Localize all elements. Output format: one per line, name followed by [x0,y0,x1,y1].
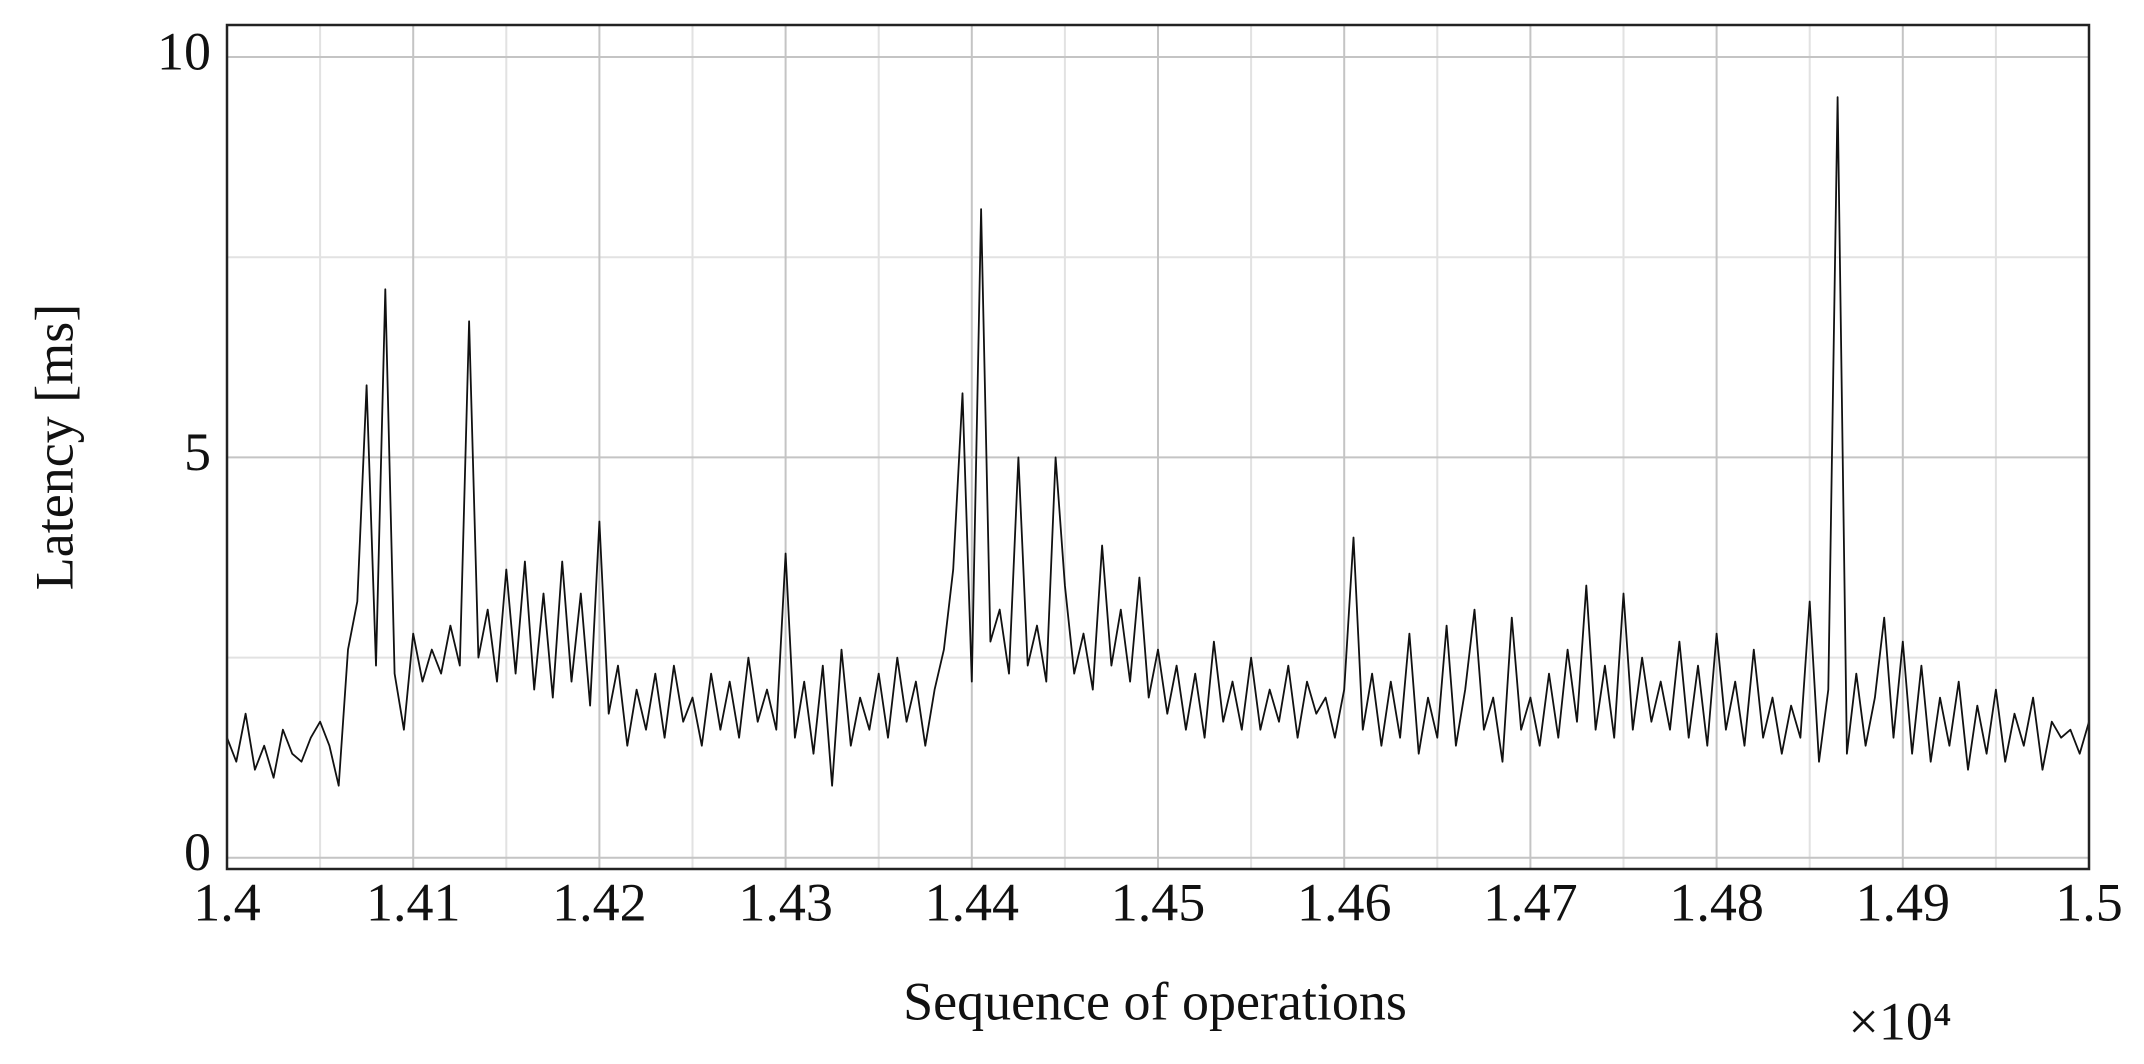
x-tick-label: 1.49 [1856,872,1951,932]
x-tick-label: 1.44 [925,872,1020,932]
x-tick-label: 1.46 [1297,872,1392,932]
x-tick-label: 1.43 [738,872,833,932]
x-tick-label: 1.42 [552,872,647,932]
data-line [226,96,2090,787]
plot-frame [225,23,2091,871]
y-axis-label: Latency [ms] [24,304,84,590]
y-tick-label: 5 [184,422,211,482]
y-tick-label: 0 [184,822,211,882]
x-tick-label: 1.48 [1669,872,1764,932]
x-multiplier: ×10⁴ [1848,991,1951,1051]
x-tick-label: 1.4 [193,872,261,932]
x-tick-label: 1.47 [1483,872,1578,932]
x-tick-label: 1.5 [2055,872,2123,932]
x-tick-label: 1.45 [1111,872,1206,932]
x-tick-label: 1.41 [366,872,461,932]
y-tick-label: 10 [157,21,211,81]
x-axis-label: Sequence of operations [903,971,1407,1031]
